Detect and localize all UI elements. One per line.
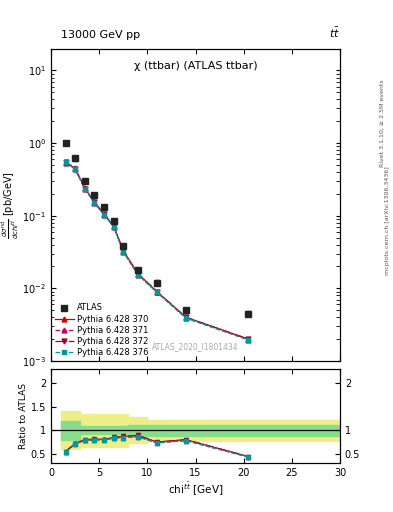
Pythia 6.428 376	[83, 185, 87, 191]
Pythia 6.428 372	[83, 185, 87, 191]
Pythia 6.428 371	[246, 337, 251, 343]
Pythia 6.428 370	[246, 336, 251, 342]
Pythia 6.428 370	[111, 223, 116, 229]
Legend: ATLAS, Pythia 6.428 370, Pythia 6.428 371, Pythia 6.428 372, Pythia 6.428 376: ATLAS, Pythia 6.428 370, Pythia 6.428 37…	[55, 304, 149, 357]
Pythia 6.428 376	[102, 212, 107, 218]
Pythia 6.428 370	[136, 270, 140, 276]
Line: Pythia 6.428 371: Pythia 6.428 371	[63, 160, 251, 343]
Pythia 6.428 370	[184, 314, 188, 321]
Pythia 6.428 372	[111, 223, 116, 229]
Pythia 6.428 372	[73, 166, 77, 172]
Pythia 6.428 376	[111, 223, 116, 229]
Pythia 6.428 370	[83, 185, 87, 191]
Pythia 6.428 370	[63, 159, 68, 165]
Pythia 6.428 372	[121, 248, 126, 254]
Pythia 6.428 372	[246, 336, 251, 342]
Pythia 6.428 370	[155, 289, 160, 295]
Pythia 6.428 376	[121, 249, 126, 255]
Line: Pythia 6.428 370: Pythia 6.428 370	[63, 160, 251, 342]
Pythia 6.428 376	[155, 289, 160, 295]
Pythia 6.428 376	[246, 337, 251, 343]
Text: χ (ttbar) (ATLAS ttbar): χ (ttbar) (ATLAS ttbar)	[134, 61, 257, 71]
Pythia 6.428 370	[92, 199, 97, 205]
Pythia 6.428 376	[184, 315, 188, 321]
Pythia 6.428 370	[73, 165, 77, 172]
Pythia 6.428 371	[92, 200, 97, 206]
Line: Pythia 6.428 376: Pythia 6.428 376	[63, 160, 251, 342]
Pythia 6.428 376	[73, 165, 77, 172]
Pythia 6.428 376	[63, 159, 68, 165]
Text: mcplots.cern.ch [arXiv:1306.3436]: mcplots.cern.ch [arXiv:1306.3436]	[385, 166, 389, 274]
Pythia 6.428 371	[83, 186, 87, 192]
Y-axis label: Ratio to ATLAS: Ratio to ATLAS	[19, 383, 28, 449]
X-axis label: chi$^{t\bar{t}}$ [GeV]: chi$^{t\bar{t}}$ [GeV]	[168, 481, 223, 498]
Text: 13000 GeV pp: 13000 GeV pp	[61, 30, 140, 40]
Pythia 6.428 372	[136, 270, 140, 276]
Pythia 6.428 372	[102, 211, 107, 218]
Pythia 6.428 371	[102, 212, 107, 218]
Pythia 6.428 371	[184, 315, 188, 321]
Pythia 6.428 370	[102, 211, 107, 217]
Pythia 6.428 372	[63, 159, 68, 165]
Pythia 6.428 371	[111, 223, 116, 229]
Line: Pythia 6.428 372: Pythia 6.428 372	[63, 160, 251, 342]
Pythia 6.428 371	[73, 166, 77, 172]
Pythia 6.428 371	[63, 159, 68, 165]
Pythia 6.428 370	[121, 248, 126, 254]
Pythia 6.428 371	[121, 249, 126, 255]
Text: Rivet 3.1.10; ≥ 2.5M events: Rivet 3.1.10; ≥ 2.5M events	[380, 79, 385, 167]
Y-axis label: $\frac{d\sigma^{nd}}{dchi^{t\bar{t}}}$ [pb/GeV]: $\frac{d\sigma^{nd}}{dchi^{t\bar{t}}}$ […	[0, 171, 21, 239]
Pythia 6.428 371	[136, 271, 140, 278]
Pythia 6.428 372	[184, 314, 188, 321]
Pythia 6.428 376	[136, 271, 140, 278]
Pythia 6.428 376	[92, 200, 97, 206]
Text: ATLAS_2020_I1801434: ATLAS_2020_I1801434	[152, 343, 239, 352]
Pythia 6.428 372	[92, 199, 97, 205]
Text: $t\bar{t}$: $t\bar{t}$	[329, 26, 340, 40]
Pythia 6.428 372	[155, 289, 160, 295]
Pythia 6.428 371	[155, 289, 160, 295]
